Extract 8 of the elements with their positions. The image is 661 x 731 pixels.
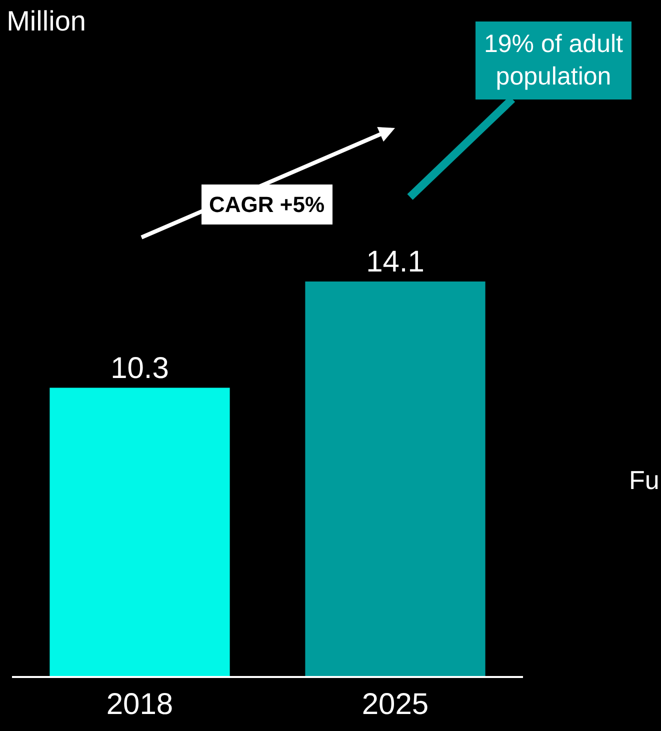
x-tick-label: 2025 bbox=[362, 688, 429, 721]
x-tick-label: 2018 bbox=[106, 688, 174, 721]
text: Fu bbox=[629, 465, 660, 495]
data-label: 10.3 bbox=[110, 352, 169, 385]
text: 19% of adult population bbox=[484, 30, 624, 90]
data-label: 14.1 bbox=[366, 245, 424, 278]
chart-title: Million bbox=[6, 6, 86, 37]
text: CAGR +5% bbox=[209, 192, 325, 217]
